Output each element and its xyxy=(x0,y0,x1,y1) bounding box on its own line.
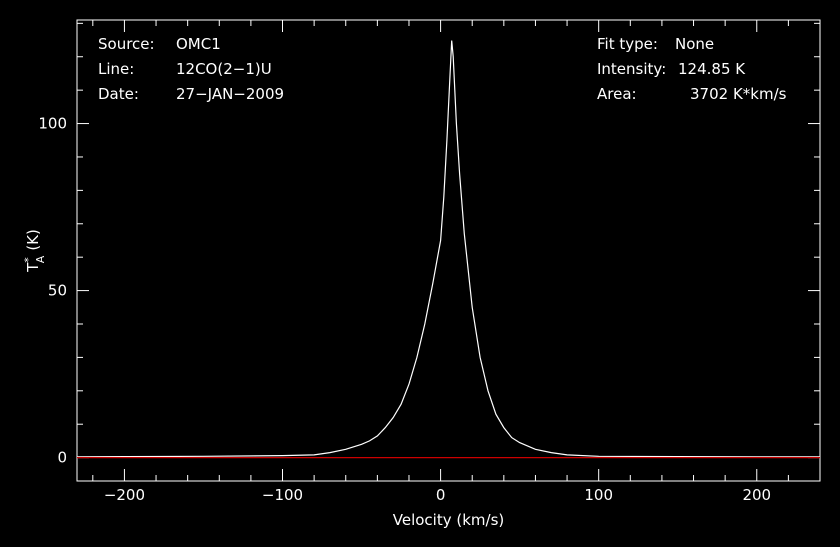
spectrum-line xyxy=(76,40,820,458)
y-tick-label: 0 xyxy=(57,449,67,467)
y-axis-label: T*A (K) xyxy=(22,229,47,273)
area-label: Area: xyxy=(597,85,637,103)
x-tick-label: −100 xyxy=(262,486,303,504)
y-axis-label-main: T xyxy=(24,262,42,273)
x-tick-label: 200 xyxy=(742,486,771,504)
y-axis-label-sub: A xyxy=(34,255,47,263)
source-value: OMC1 xyxy=(176,35,221,53)
svg-text:T*A(K): T*A (K) xyxy=(22,229,47,273)
y-axis-label-sup: * xyxy=(22,257,35,263)
plot-frame xyxy=(76,19,821,482)
area-value: 3702 K*km/s xyxy=(690,85,787,103)
source-label: Source: xyxy=(98,35,155,53)
intensity-value: 124.85 K xyxy=(678,60,746,78)
line-value: 12CO(2−1)U xyxy=(176,60,272,78)
date-value: 27−JAN−2009 xyxy=(176,85,285,103)
x-tick-label: 0 xyxy=(436,486,446,504)
x-axis-label: Velocity (km/s) xyxy=(393,511,504,529)
date-label: Date: xyxy=(98,85,139,103)
x-tick-label: 100 xyxy=(584,486,613,504)
intensity-label: Intensity: xyxy=(597,60,667,78)
line-label: Line: xyxy=(98,60,135,78)
x-tick-label: −200 xyxy=(104,486,145,504)
axis-ticks: −200 −100 0 100 200 0 50 100 xyxy=(38,20,821,504)
fit-type-value: None xyxy=(675,35,715,53)
y-axis-label-unit: (K) xyxy=(24,229,42,251)
fit-type-label: Fit type: xyxy=(597,35,658,53)
y-tick-label: 100 xyxy=(38,115,67,133)
data-series xyxy=(76,40,820,459)
y-tick-label: 50 xyxy=(48,282,67,300)
